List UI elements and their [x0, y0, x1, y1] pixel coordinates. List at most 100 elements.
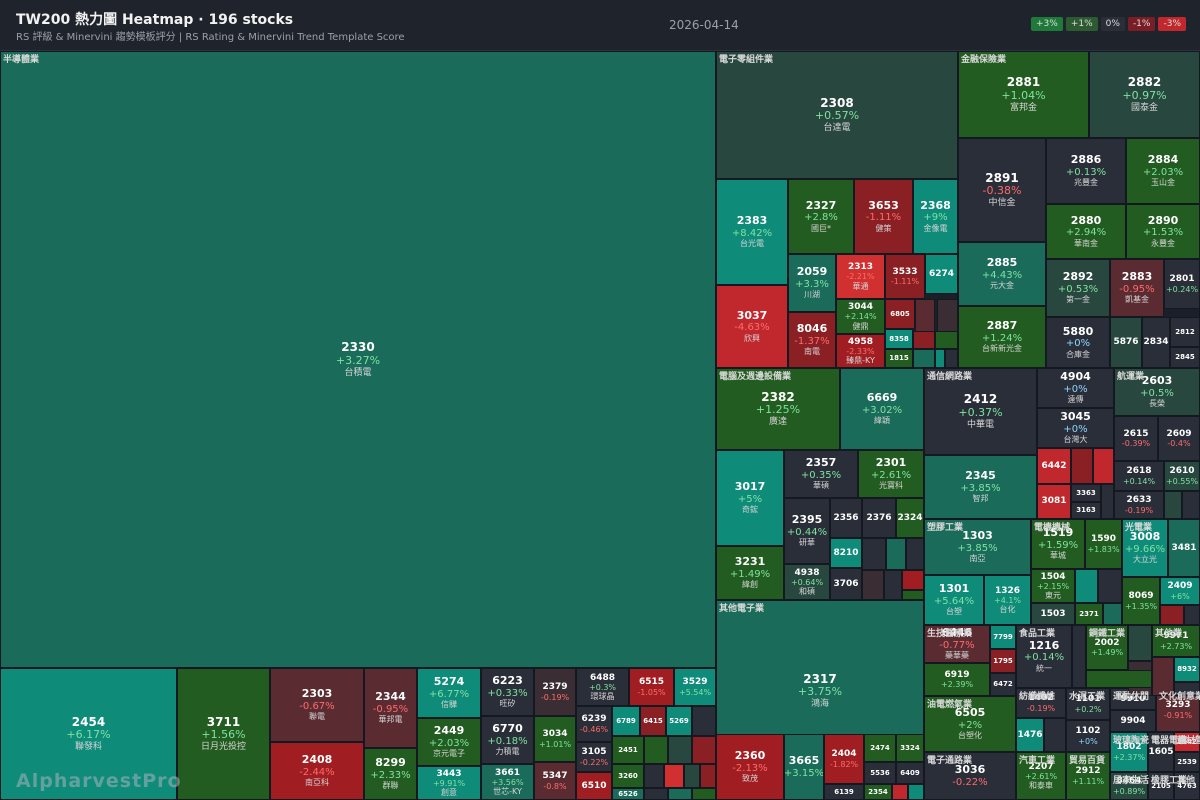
stock-tile[interactable]: 6274 — [925, 254, 958, 294]
stock-tile-small[interactable] — [668, 736, 692, 764]
stock-tile[interactable]: 2404 -1.82% — [824, 734, 864, 784]
stock-tile-small[interactable] — [692, 788, 716, 800]
stock-tile[interactable]: 1590 +1.83% — [1085, 519, 1122, 569]
stock-tile-small[interactable] — [1184, 605, 1200, 625]
stock-tile[interactable]: 2887 +1.24% 台新新光金 — [958, 306, 1046, 368]
stock-tile[interactable]: 2324 — [896, 498, 924, 538]
stock-tile[interactable]: 5880 +0% 合庫金 — [1046, 317, 1110, 368]
stock-tile[interactable]: 6223 +0.33% 旺矽 — [481, 668, 534, 716]
stock-tile[interactable]: 2308 +0.57% 台達電 — [716, 51, 958, 179]
stock-tile[interactable]: 2880 +2.94% 華南金 — [1046, 204, 1126, 259]
stock-tile[interactable]: 2330 +3.27% 台積電 — [0, 51, 716, 668]
stock-tile-small[interactable] — [664, 764, 684, 788]
stock-tile-small[interactable] — [1103, 603, 1122, 625]
stock-tile[interactable]: 7799 — [990, 625, 1016, 649]
stock-tile-small[interactable] — [668, 788, 692, 800]
stock-tile[interactable]: 2449 +2.03% 京元電子 — [417, 718, 481, 766]
stock-tile[interactable]: 2912 +1.11% — [1066, 752, 1110, 800]
stock-tile[interactable]: 2344 -0.95% 華邦電 — [364, 668, 417, 748]
stock-tile[interactable]: 6770 +0.18% 力積電 — [481, 716, 534, 764]
stock-tile[interactable]: 1326 +4.1% 台化 — [984, 575, 1031, 625]
stock-tile[interactable]: 2360 -2.13% 致茂 — [716, 734, 784, 800]
stock-tile[interactable]: 3443 +9.91% 創意 — [417, 766, 481, 800]
stock-tile[interactable]: 2883 -0.95% 凱基金 — [1110, 259, 1164, 317]
stock-tile-small[interactable] — [1182, 491, 1200, 519]
stock-tile[interactable]: 4904 +0% 遠傳 — [1037, 368, 1114, 408]
stock-tile[interactable]: 3036 -0.22% — [924, 752, 1016, 800]
stock-tile[interactable]: 1476 — [1016, 718, 1044, 752]
stock-tile[interactable]: 6409 — [896, 762, 924, 784]
stock-tile-small[interactable] — [1093, 448, 1114, 484]
stock-tile[interactable]: 2891 -0.38% 中信金 — [958, 138, 1046, 242]
stock-tile[interactable]: 2376 — [862, 498, 896, 538]
stock-tile-small[interactable] — [1164, 491, 1182, 519]
stock-tile[interactable]: 2603 +0.5% 長榮 — [1114, 368, 1200, 416]
stock-tile[interactable]: 6505 +2% 台塑化 — [924, 696, 1016, 752]
stock-tile[interactable]: 2412 +0.37% 中華電 — [924, 368, 1037, 455]
stock-tile[interactable]: 5876 — [1110, 317, 1142, 368]
stock-tile[interactable]: 6139 — [824, 784, 864, 800]
stock-tile[interactable]: 2371 — [1075, 603, 1103, 625]
stock-tile[interactable]: 8299 +2.33% 群聯 — [364, 748, 417, 800]
stock-tile[interactable]: 2383 +8.42% 台光電 — [716, 179, 788, 285]
stock-tile[interactable]: 2313 -2.21% 華通 — [836, 254, 885, 299]
stock-tile-small[interactable] — [902, 590, 924, 600]
stock-tile[interactable]: 3661 +3.56% 世芯-KY — [481, 764, 534, 800]
stock-tile[interactable]: 1795 — [990, 649, 1016, 673]
stock-tile[interactable]: 2408 -2.44% 南亞科 — [270, 742, 364, 800]
stock-tile-small[interactable] — [1086, 670, 1152, 688]
stock-tile[interactable]: 2357 +0.35% 華碩 — [784, 450, 858, 498]
stock-tile[interactable]: 2884 +2.03% 玉山金 — [1126, 138, 1200, 204]
stock-tile[interactable]: 2892 +0.53% 第一金 — [1046, 259, 1110, 317]
stock-tile[interactable]: 2327 +2.8% 國巨* — [788, 179, 854, 254]
stock-tile-small[interactable] — [892, 784, 908, 800]
stock-tile[interactable]: 1101 +0.2% — [1066, 688, 1110, 720]
stock-tile-small[interactable] — [1044, 718, 1066, 752]
stock-tile[interactable]: 3008 +9.66% 大立光 — [1122, 519, 1168, 577]
stock-tile[interactable]: 2354 — [864, 784, 892, 800]
stock-tile[interactable]: 8210 — [830, 538, 862, 568]
stock-tile-small[interactable] — [692, 736, 716, 764]
stock-tile[interactable]: 3163 — [1071, 502, 1101, 519]
stock-tile[interactable]: 3260 — [612, 764, 644, 788]
stock-tile-small[interactable] — [692, 706, 716, 736]
stock-tile[interactable]: 5274 +6.77% 信驊 — [417, 668, 481, 718]
stock-tile-small[interactable] — [862, 538, 886, 570]
stock-tile[interactable]: 2610 +0.55% — [1164, 461, 1200, 491]
stock-tile[interactable]: 2618 +0.14% — [1114, 461, 1164, 491]
stock-tile[interactable]: 6669 +3.02% 緯穎 — [840, 368, 924, 450]
stock-tile[interactable]: 3017 +5% 奇鋐 — [716, 450, 784, 546]
stock-tile[interactable]: 2356 — [830, 498, 862, 538]
stock-tile[interactable]: 2409 +6% — [1160, 577, 1200, 605]
stock-tile[interactable]: 2834 — [1142, 317, 1170, 368]
stock-tile[interactable]: 3529 +5.54% — [674, 668, 716, 706]
stock-tile-small[interactable] — [1071, 448, 1093, 484]
stock-tile-small[interactable] — [700, 764, 716, 788]
stock-tile[interactable]: 1503 — [1031, 603, 1075, 625]
stock-tile[interactable]: 2886 +0.13% 兆豐金 — [1046, 138, 1126, 204]
stock-tile[interactable]: 3533 -1.11% — [885, 254, 925, 299]
stock-tile-small[interactable] — [902, 570, 924, 590]
stock-tile[interactable]: 2207 +2.61% 和泰車 — [1016, 752, 1066, 800]
stock-tile-small[interactable] — [1128, 625, 1152, 661]
stock-tile[interactable]: 3324 — [896, 734, 924, 762]
stock-tile[interactable]: 2002 +1.49% — [1086, 625, 1128, 670]
stock-tile-small[interactable] — [684, 764, 700, 788]
stock-tile[interactable]: 2609 -0.4% — [1158, 416, 1200, 461]
stock-tile[interactable]: 1802 +2.37% — [1110, 732, 1148, 772]
stock-tile[interactable]: 3231 +1.49% 緯創 — [716, 546, 784, 600]
stock-tile[interactable]: 3653 -1.11% 健策 — [854, 179, 913, 254]
stock-tile[interactable]: 3044 +2.14% 健鼎 — [836, 299, 885, 334]
stock-tile-small[interactable] — [913, 349, 935, 368]
stock-tile-small[interactable] — [935, 331, 958, 349]
stock-tile[interactable]: 2890 +1.53% 永豐金 — [1126, 204, 1200, 259]
stock-tile[interactable]: 6415 — [640, 706, 666, 736]
stock-tile-small[interactable] — [945, 349, 958, 368]
stock-tile-small[interactable] — [906, 538, 924, 570]
stock-tile[interactable]: 3706 — [830, 568, 862, 600]
stock-tile[interactable]: 2301 +2.61% 光寶科 — [858, 450, 924, 498]
stock-tile[interactable]: 2539 — [1174, 752, 1200, 772]
stock-tile-small[interactable] — [935, 349, 945, 368]
stock-tile[interactable]: 3711 +1.56% 日月光投控 — [177, 668, 270, 800]
stock-tile[interactable]: 3105 -0.22% — [576, 742, 612, 772]
